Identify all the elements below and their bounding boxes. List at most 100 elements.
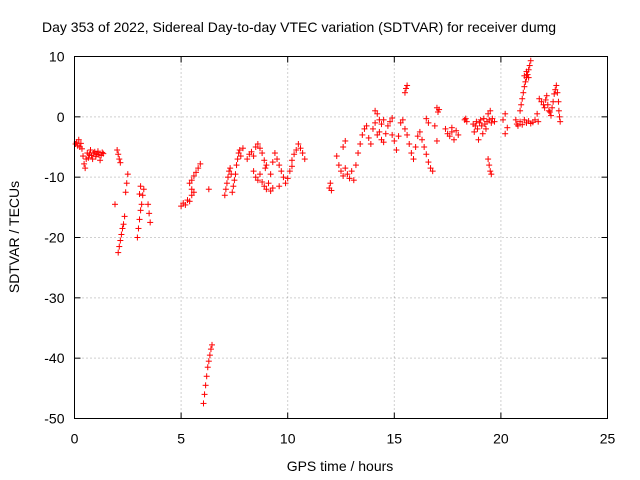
data-point [455, 131, 462, 138]
data-point [90, 150, 97, 157]
data-point [372, 107, 379, 114]
data-point [250, 168, 257, 175]
data-point [261, 157, 268, 164]
data-point [137, 183, 144, 190]
x-tick-label: 25 [600, 431, 616, 447]
data-point [271, 150, 278, 157]
data-point [419, 136, 426, 143]
data-point [526, 62, 533, 69]
data-point [202, 382, 209, 389]
data-point [297, 145, 304, 152]
data-point [80, 153, 87, 160]
data-point [555, 107, 562, 114]
data-point [87, 147, 94, 154]
data-point [134, 234, 141, 241]
data-point [138, 201, 145, 208]
data-point [82, 165, 89, 172]
data-point [280, 174, 287, 181]
data-point [262, 165, 269, 172]
chart-title: Day 353 of 2022, Sidereal Day-to-day VTE… [42, 19, 556, 35]
data-point [404, 131, 411, 138]
data-point [502, 110, 509, 117]
data-point [463, 118, 470, 125]
data-point [293, 147, 300, 154]
data-point [188, 186, 195, 193]
data-point [502, 130, 509, 137]
data-point [114, 147, 121, 154]
data-point [94, 148, 101, 155]
y-tick-label: -10 [44, 169, 64, 185]
data-point [374, 110, 381, 117]
x-tick-label: 15 [387, 431, 403, 447]
data-point [395, 133, 402, 140]
data-point [265, 180, 272, 187]
x-tick-label: 0 [71, 431, 79, 447]
data-point [197, 160, 204, 167]
data-point [384, 122, 391, 129]
data-point [123, 180, 130, 187]
data-point [380, 116, 387, 123]
x-axis-label: GPS time / hours [287, 458, 394, 474]
data-point [116, 243, 123, 250]
data-point [136, 216, 143, 223]
data-point [223, 180, 230, 187]
data-point [288, 157, 295, 164]
data-point [517, 118, 524, 125]
data-point [538, 98, 545, 105]
data-point [190, 172, 197, 179]
data-point [485, 110, 492, 117]
data-point [203, 373, 210, 380]
data-point [448, 124, 455, 131]
y-tick-label: -50 [44, 411, 64, 427]
data-point [429, 168, 436, 175]
data-point [252, 144, 259, 150]
data-point [116, 156, 123, 163]
data-point [555, 98, 562, 105]
data-point [97, 157, 104, 164]
data-point [327, 180, 334, 187]
data-point [357, 140, 364, 147]
data-point [346, 175, 353, 182]
data-point [369, 125, 376, 132]
data-point [404, 82, 411, 89]
x-tick-labels: 0 5 10 15 20 25 [71, 431, 616, 447]
data-point [410, 156, 417, 163]
data-point [335, 162, 342, 169]
data-point [201, 391, 208, 398]
data-point [433, 137, 440, 144]
data-point [239, 145, 246, 152]
data-point [504, 124, 511, 131]
data-point [372, 119, 379, 126]
data-point [115, 151, 122, 158]
data-point [536, 95, 543, 102]
data-point [269, 159, 276, 166]
data-point [121, 213, 128, 220]
x-tick-label: 10 [280, 431, 296, 447]
data-point [544, 101, 551, 108]
data-point [489, 115, 496, 122]
data-point [147, 219, 154, 226]
data-point [263, 162, 270, 169]
data-point [267, 188, 274, 195]
data-point [361, 125, 368, 132]
data-point [237, 153, 244, 160]
data-point [188, 177, 195, 184]
data-point [488, 171, 495, 178]
data-point [554, 89, 561, 96]
data-point [348, 168, 355, 175]
data-point [542, 96, 549, 103]
data-point [482, 125, 489, 132]
data-point [182, 201, 189, 208]
x-tick-label: 5 [177, 431, 185, 447]
data-point [553, 82, 560, 89]
chart-gridlines [74, 56, 608, 419]
data-point [222, 186, 229, 193]
data-point [518, 101, 525, 108]
data-point [120, 221, 127, 228]
data-point [286, 168, 293, 175]
plot-frame [74, 56, 608, 419]
data-point [117, 159, 124, 166]
data-point [486, 162, 493, 169]
data-point [145, 201, 152, 208]
data-point [115, 249, 122, 256]
